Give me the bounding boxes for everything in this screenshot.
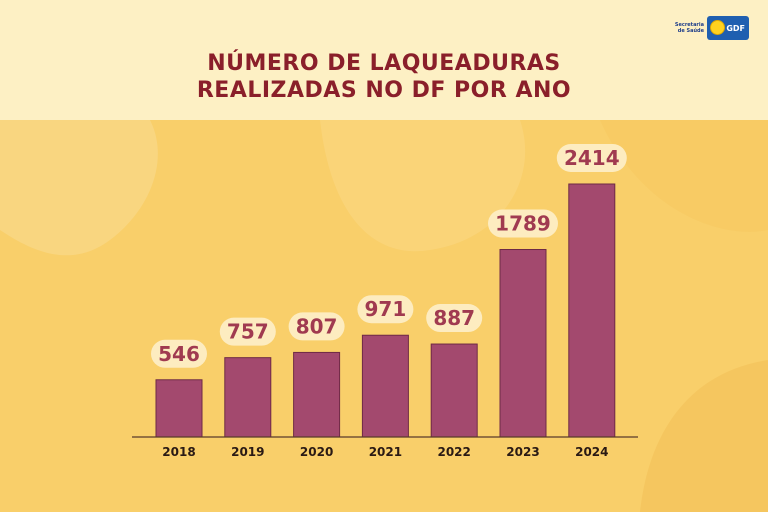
- logo-caption-line2: de Saúde: [677, 28, 704, 34]
- x-tick-label-2022: 2022: [437, 445, 470, 459]
- bar-2021: [361, 334, 409, 438]
- logo-brand: GDF: [726, 23, 745, 33]
- bar-chart: 546 757 807 971 887 1789 2414 2018 2019 2020 2021…: [0, 120, 768, 512]
- bar-2024: [568, 183, 616, 438]
- bars-group: [155, 183, 616, 438]
- x-tick-label-2020: 2020: [300, 445, 333, 459]
- value-labels-group: 546 757 807 971 887 1789 2414: [151, 144, 627, 368]
- value-label-2024: 2414: [564, 146, 620, 170]
- value-label-bg-2019: [219, 317, 276, 346]
- bar-2020: [293, 351, 341, 438]
- value-label-bg-2022: [426, 304, 483, 333]
- x-tick-labels-group: 2018 2019 2020 2021 2022 2023 2024: [162, 445, 608, 459]
- value-label-2023: 1789: [495, 212, 551, 236]
- x-tick-label-2021: 2021: [369, 445, 402, 459]
- value-label-bg-2024: [556, 144, 627, 172]
- x-tick-label-2018: 2018: [162, 445, 195, 459]
- background-blobs: [0, 120, 768, 512]
- value-label-bg-2018: [151, 339, 207, 368]
- logo-caption-line1: Secretaria: [674, 22, 704, 28]
- value-label-2018: 546: [158, 342, 200, 366]
- chart-title: NÚMERO DE LAQUEADURAS REALIZADAS NO DF P…: [0, 50, 768, 104]
- x-tick-label-2024: 2024: [575, 445, 608, 459]
- value-label-bg-2020: [288, 312, 345, 341]
- bar-2018: [155, 379, 203, 438]
- chart-title-line2: REALIZADAS NO DF POR ANO: [196, 78, 572, 103]
- bar-2022: [430, 343, 478, 438]
- gdf-logo-badge: GDF: [707, 16, 749, 40]
- x-tick-label-2023: 2023: [506, 445, 539, 459]
- bar-2023: [499, 249, 547, 438]
- value-label-bg-2021: [357, 295, 414, 324]
- chart-title-line1: NÚMERO DE LAQUEADURAS: [207, 51, 561, 76]
- logo: Secretaria de Saúde GDF: [674, 16, 749, 40]
- bar-2019: [224, 357, 272, 438]
- value-label-bg-2023: [488, 209, 558, 238]
- logo-caption: Secretaria de Saúde: [674, 22, 704, 34]
- x-tick-label-2019: 2019: [231, 445, 264, 459]
- value-label-2020: 807: [296, 314, 338, 338]
- value-label-2021: 971: [365, 297, 407, 321]
- header-band: [0, 0, 768, 120]
- sun-icon: [710, 20, 725, 35]
- value-label-2019: 757: [227, 320, 269, 344]
- value-label-2022: 887: [433, 306, 475, 330]
